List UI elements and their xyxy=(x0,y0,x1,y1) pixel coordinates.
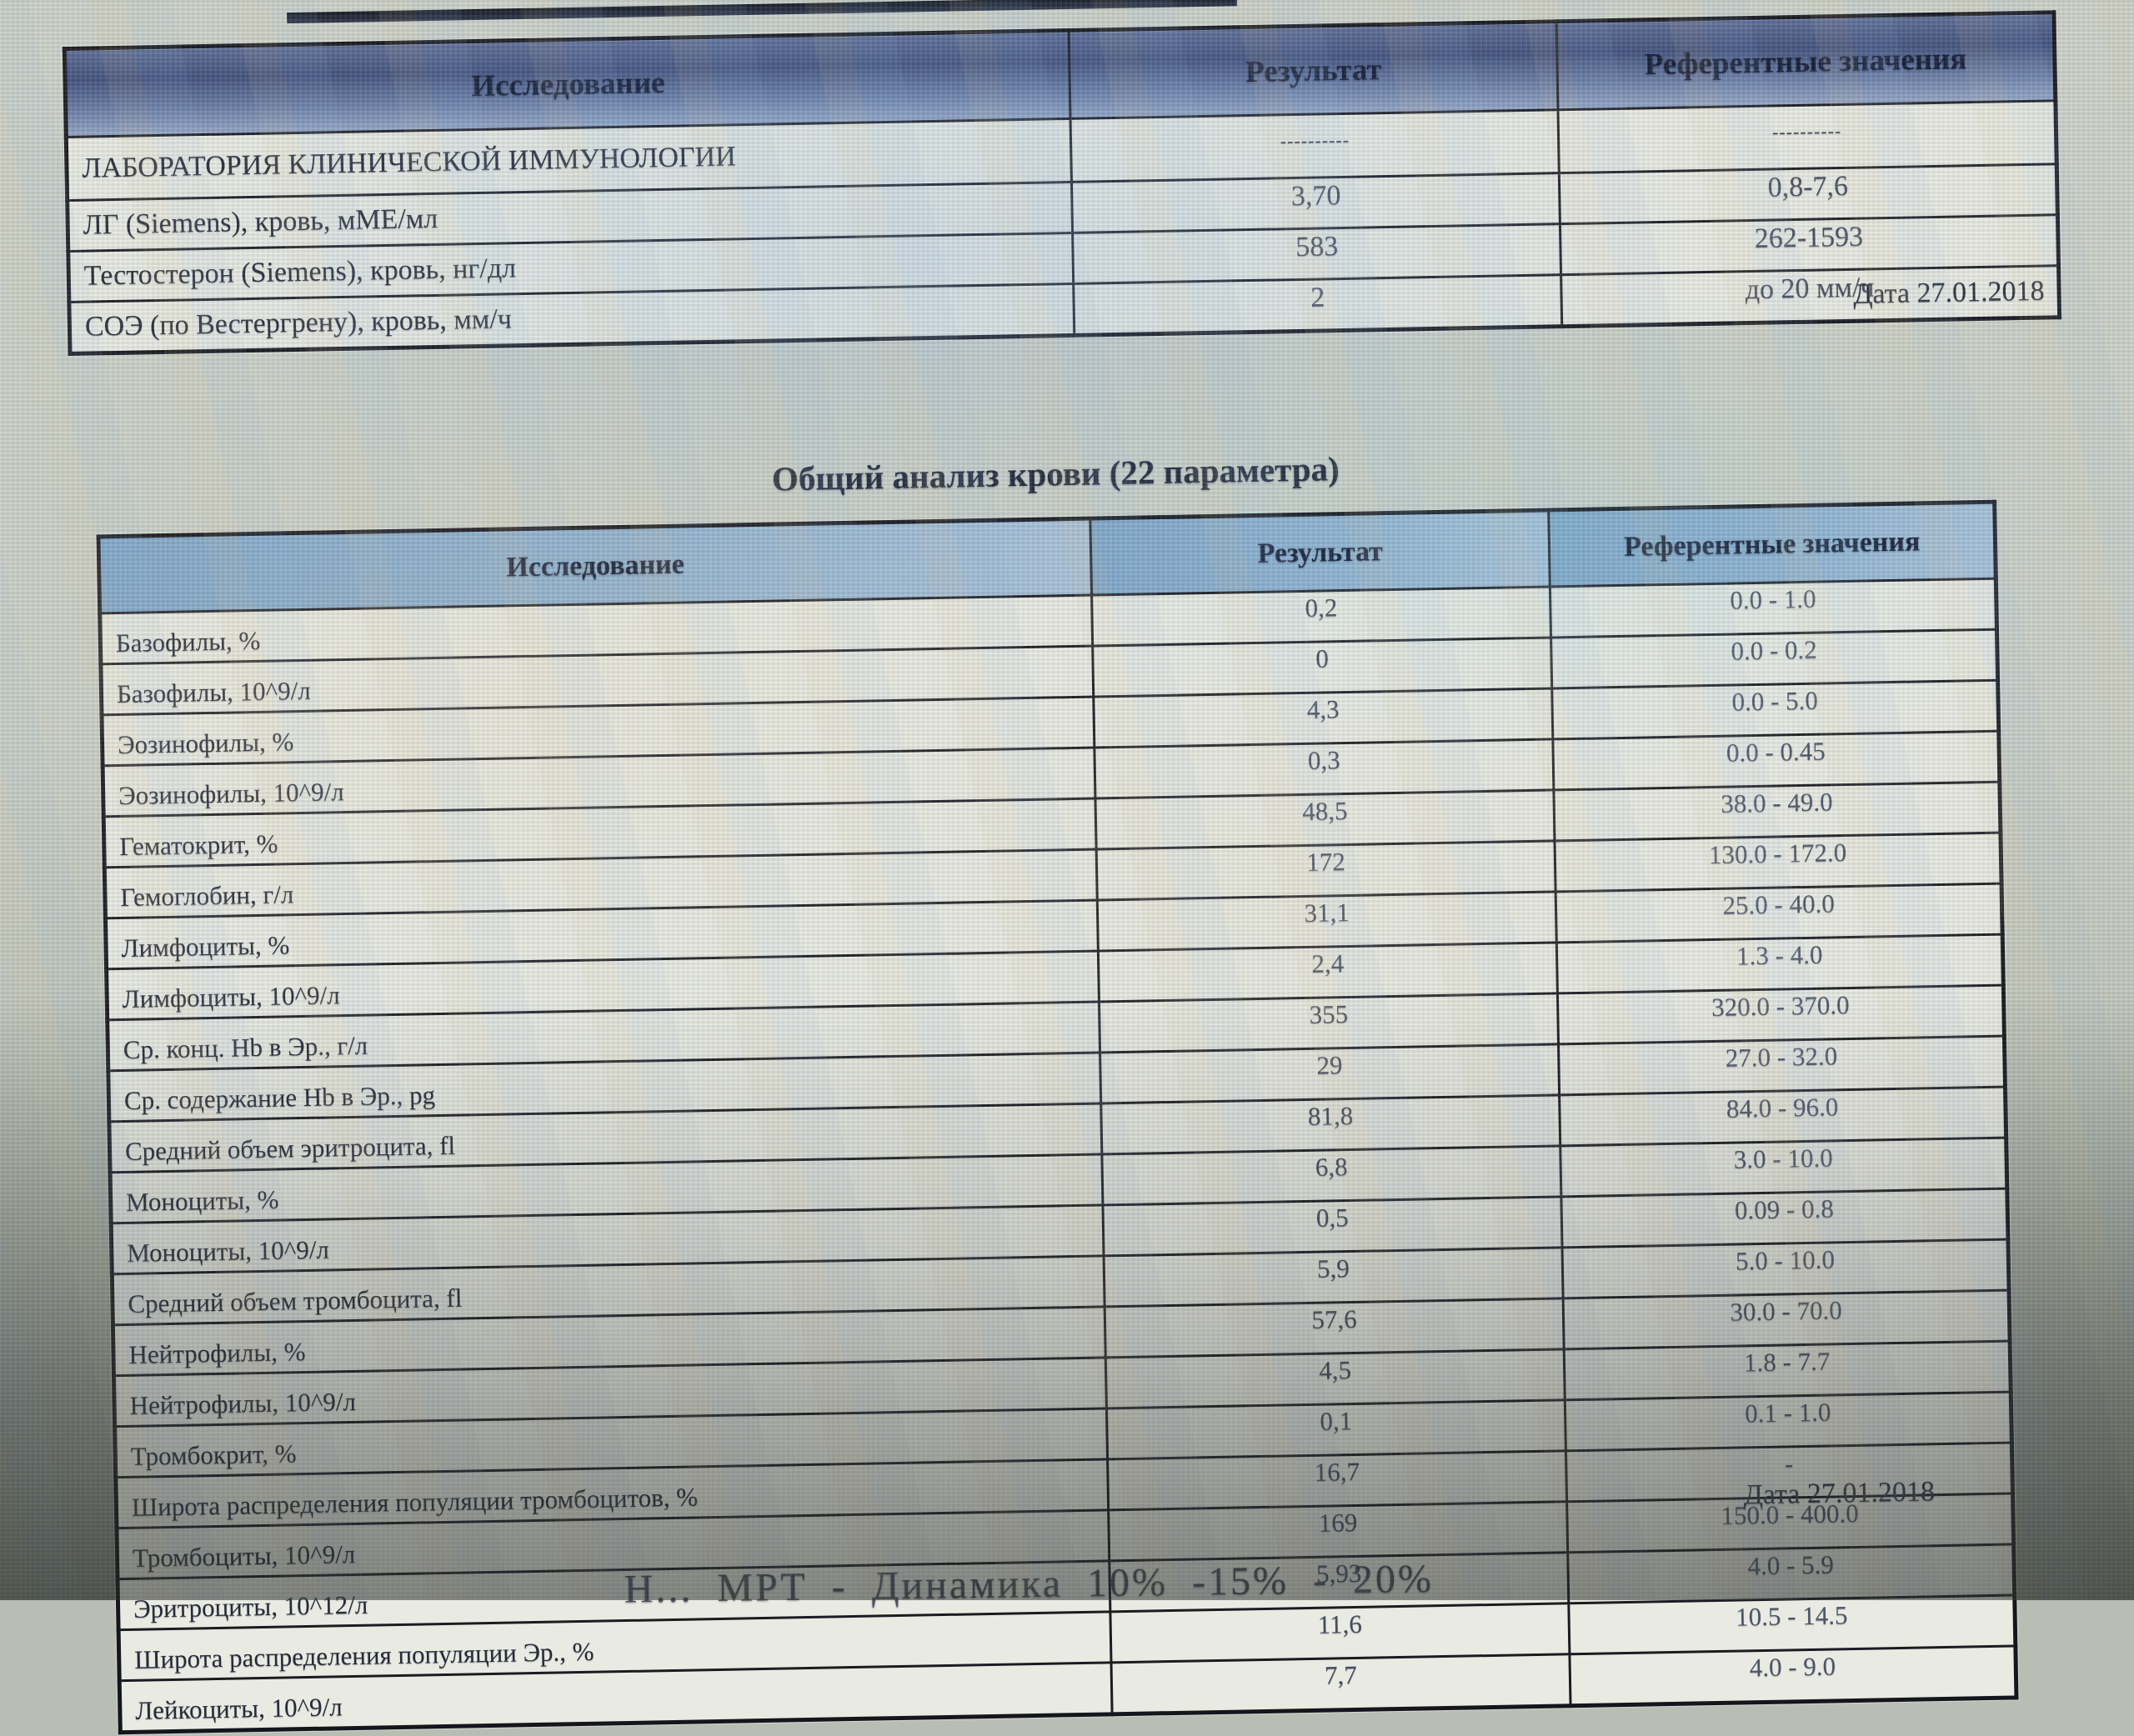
reference-cell: 1.8 - 7.7 xyxy=(1564,1341,2011,1400)
result-cell: 3,70 xyxy=(1071,173,1560,233)
column-header-result: Результат xyxy=(1090,510,1550,596)
result-cell: 0 xyxy=(1092,637,1553,698)
reference-cell: 130.0 - 172.0 xyxy=(1555,833,2002,892)
column-header-result: Результат xyxy=(1069,21,1559,119)
cbc-date: Дата 27.01.2018 xyxy=(1743,1476,1936,1511)
result-cell: 81,8 xyxy=(1100,1094,1561,1154)
result-cell: 5,9 xyxy=(1103,1247,1564,1307)
immunology-date: Дата 27.01.2018 xyxy=(1852,275,2045,310)
result-cell: 7,7 xyxy=(1110,1653,1571,1714)
result-cell: 172 xyxy=(1095,840,1556,901)
reference-cell: 0.1 - 1.0 xyxy=(1565,1392,2012,1451)
column-header-reference: Референтные значения xyxy=(1556,12,2056,110)
reference-cell: 0.0 - 0.45 xyxy=(1553,731,2000,790)
result-cell: ---------- xyxy=(1070,109,1560,183)
reference-cell: 10.5 - 14.5 xyxy=(1569,1594,2016,1654)
reference-cell: 320.0 - 370.0 xyxy=(1557,985,2005,1044)
immunology-results-table: Исследование Результат Референтные значе… xyxy=(62,10,2062,357)
result-cell: 169 xyxy=(1108,1501,1569,1561)
document-content: Исследование Результат Референтные значе… xyxy=(62,0,2062,1735)
cbc-table-title: Общий анализ крови (22 параметра) xyxy=(771,449,1340,498)
reference-cell: 0.0 - 0.2 xyxy=(1550,629,1998,688)
result-cell: 48,5 xyxy=(1095,789,1555,850)
result-cell: 2 xyxy=(1074,274,1562,336)
reference-cell: 27.0 - 32.0 xyxy=(1558,1036,2006,1095)
reference-cell: 0.0 - 1.0 xyxy=(1550,578,1997,638)
reference-cell: 1.3 - 4.0 xyxy=(1556,934,2004,993)
result-cell: 16,7 xyxy=(1107,1450,1567,1510)
result-cell: 355 xyxy=(1099,993,1559,1053)
result-cell: 29 xyxy=(1100,1043,1560,1103)
result-cell: 583 xyxy=(1072,223,1561,284)
column-header-reference: Референтные значения xyxy=(1549,502,1996,587)
reference-cell: 38.0 - 49.0 xyxy=(1554,782,2001,841)
result-cell: 0,2 xyxy=(1091,586,1551,647)
result-cell: 31,1 xyxy=(1097,891,1557,952)
reference-cell: 0.09 - 0.8 xyxy=(1561,1188,2008,1248)
reference-cell: 4.0 - 9.0 xyxy=(1570,1645,2016,1706)
reference-cell: 0.0 - 5.0 xyxy=(1552,680,1999,739)
reference-cell: 5.0 - 10.0 xyxy=(1562,1239,2010,1298)
reference-cell: 0,8-7,6 xyxy=(1559,163,2058,224)
reference-cell: 4.0 - 5.9 xyxy=(1568,1543,2015,1603)
result-cell: 4,5 xyxy=(1105,1348,1565,1408)
reference-cell: 262-1593 xyxy=(1560,214,2059,275)
result-cell: 0,1 xyxy=(1106,1399,1566,1459)
reference-cell: ---------- xyxy=(1558,100,2057,173)
result-cell: 57,6 xyxy=(1104,1298,1565,1358)
reference-cell: 84.0 - 96.0 xyxy=(1559,1087,2006,1146)
result-cell: 2,4 xyxy=(1098,942,1558,1002)
result-cell: 11,6 xyxy=(1110,1603,1570,1663)
reference-cell: 25.0 - 40.0 xyxy=(1555,883,2003,943)
result-cell: 0,5 xyxy=(1102,1196,1563,1256)
reference-cell: 30.0 - 70.0 xyxy=(1563,1290,2011,1349)
cbc-results-table: Исследование Результат Референтные значе… xyxy=(96,499,2019,1735)
result-cell: 4,3 xyxy=(1093,688,1554,748)
result-cell: 6,8 xyxy=(1101,1145,1562,1205)
reference-cell: 3.0 - 10.0 xyxy=(1560,1138,2007,1197)
result-cell: 0,3 xyxy=(1094,738,1555,799)
